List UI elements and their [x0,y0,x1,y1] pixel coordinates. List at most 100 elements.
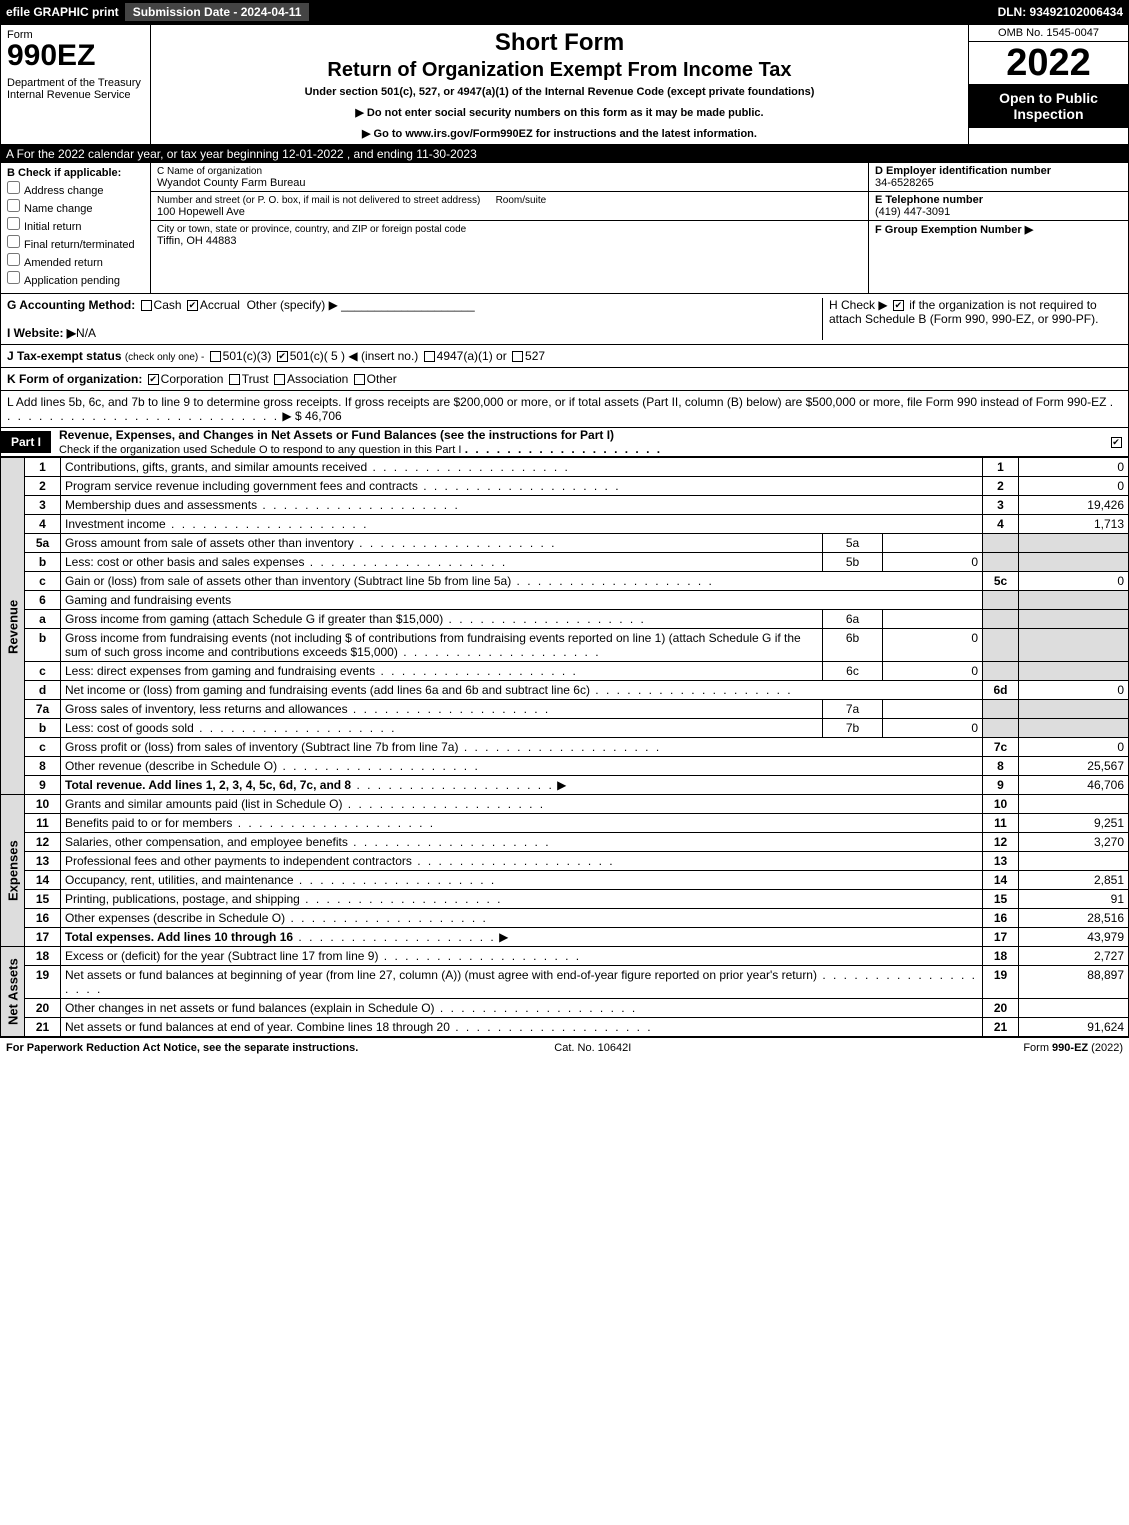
e-label: E Telephone number [875,194,983,206]
line-amt: 9,251 [1019,814,1129,833]
line-num: 4 [25,515,61,534]
chk-501c3[interactable] [210,351,221,362]
line-ref: 2 [983,477,1019,496]
f-label: F Group Exemption Number ▶ [875,224,1033,236]
line-num: 7a [25,700,61,719]
chk-527[interactable] [512,351,523,362]
chk-pending[interactable]: Application pending [7,271,144,287]
line-desc: Contributions, gifts, grants, and simila… [61,458,983,477]
line-num: a [25,610,61,629]
chk-trust[interactable] [229,374,240,385]
j-o3: 4947(a)(1) or [437,349,507,363]
subtitle: Under section 501(c), 527, or 4947(a)(1)… [159,86,960,98]
k-o1: Corporation [161,372,224,386]
sub-ref: 5b [823,553,883,572]
side-netassets: Net Assets [1,947,25,1037]
line-desc: Gain or (loss) from sale of assets other… [61,572,983,591]
line-desc: Gross income from fundraising events (no… [61,629,823,662]
sub-val [883,534,983,553]
line-amt: 0 [1019,572,1129,591]
foot-left: For Paperwork Reduction Act Notice, see … [6,1042,358,1054]
line-desc: Gross income from gaming (attach Schedul… [61,610,823,629]
line-amt: 0 [1019,458,1129,477]
part1-check[interactable] [1104,435,1128,449]
line-amt [1019,852,1129,871]
chk-h[interactable] [893,300,904,311]
part1-label: Part I [1,431,51,453]
chk-cash[interactable] [141,300,152,311]
line-desc: Membership dues and assessments . . . . … [61,496,983,515]
line-desc: Benefits paid to or for members . . . . … [61,814,983,833]
part1-title: Revenue, Expenses, and Changes in Net As… [51,428,1104,456]
section-def: D Employer identification number34-65282… [868,163,1128,293]
line-num: b [25,629,61,662]
line-ref: 16 [983,909,1019,928]
line-amt: 1,713 [1019,515,1129,534]
chk-amended[interactable]: Amended return [7,253,144,269]
line-desc: Investment income . . . . . . . . . . . … [61,515,983,534]
line-amt: 88,897 [1019,966,1129,999]
sub-ref: 6a [823,610,883,629]
line-ref: 5c [983,572,1019,591]
j-o2: 501(c)( 5 ) ◀ (insert no.) [290,349,419,363]
line-ref: 13 [983,852,1019,871]
j-label: J Tax-exempt status [7,349,122,363]
line-amt: 3,270 [1019,833,1129,852]
line-desc: Grants and similar amounts paid (list in… [61,795,983,814]
chk-final[interactable]: Final return/terminated [7,235,144,251]
chk-initial[interactable]: Initial return [7,217,144,233]
line-desc: Gaming and fundraising events [61,591,983,610]
line-num: 20 [25,999,61,1018]
j-o4: 527 [525,349,545,363]
header-left: Form 990EZ Department of the Treasury In… [1,25,151,144]
l-text: L Add lines 5b, 6c, and 7b to line 9 to … [7,395,1106,409]
chk-name[interactable]: Name change [7,199,144,215]
i-label: I Website: ▶ [7,326,76,340]
line-num: b [25,719,61,738]
sub-val: 0 [883,629,983,662]
line-amt: 91,624 [1019,1018,1129,1037]
line-ref: 17 [983,928,1019,947]
note-1: ▶ Do not enter social security numbers o… [159,106,960,119]
chk-other[interactable] [354,374,365,385]
line-ref: 19 [983,966,1019,999]
phone-value: (419) 447-3091 [875,206,950,218]
sub-ref: 7b [823,719,883,738]
org-addr: 100 Hopewell Ave [157,206,245,218]
line-amt: 19,426 [1019,496,1129,515]
line-num: c [25,572,61,591]
org-name: Wyandot County Farm Bureau [157,177,305,189]
line-desc: Other revenue (describe in Schedule O) .… [61,757,983,776]
line-num: 15 [25,890,61,909]
side-expenses: Expenses [1,795,25,947]
line-num: 2 [25,477,61,496]
line-ref: 9 [983,776,1019,795]
chk-assoc[interactable] [274,374,285,385]
chk-4947[interactable] [424,351,435,362]
chk-501c[interactable] [277,351,288,362]
line-ref: 1 [983,458,1019,477]
sub-val: 0 [883,719,983,738]
line-num: 9 [25,776,61,795]
line-desc: Professional fees and other payments to … [61,852,983,871]
line-desc: Net income or (loss) from gaming and fun… [61,681,983,700]
chk-accrual[interactable] [187,300,198,311]
line-desc: Gross profit or (loss) from sales of inv… [61,738,983,757]
line-ref: 3 [983,496,1019,515]
line-num: 3 [25,496,61,515]
line-desc: Total revenue. Add lines 1, 2, 3, 4, 5c,… [61,776,983,795]
line-num: 10 [25,795,61,814]
sub-ref: 7a [823,700,883,719]
addr-label: Number and street (or P. O. box, if mail… [157,195,480,206]
line-desc: Gross amount from sale of assets other t… [61,534,823,553]
d-label: D Employer identification number [875,165,1051,177]
sub-ref: 5a [823,534,883,553]
chk-address[interactable]: Address change [7,181,144,197]
chk-corp[interactable] [148,374,159,385]
line-ref: 20 [983,999,1019,1018]
top-bar: efile GRAPHIC print Submission Date - 20… [0,0,1129,24]
c-label: C Name of organization [157,166,262,177]
line-num: c [25,738,61,757]
header-right: OMB No. 1545-0047 2022 Open to Public In… [968,25,1128,144]
note-2: ▶ Go to www.irs.gov/Form990EZ for instru… [159,127,960,140]
